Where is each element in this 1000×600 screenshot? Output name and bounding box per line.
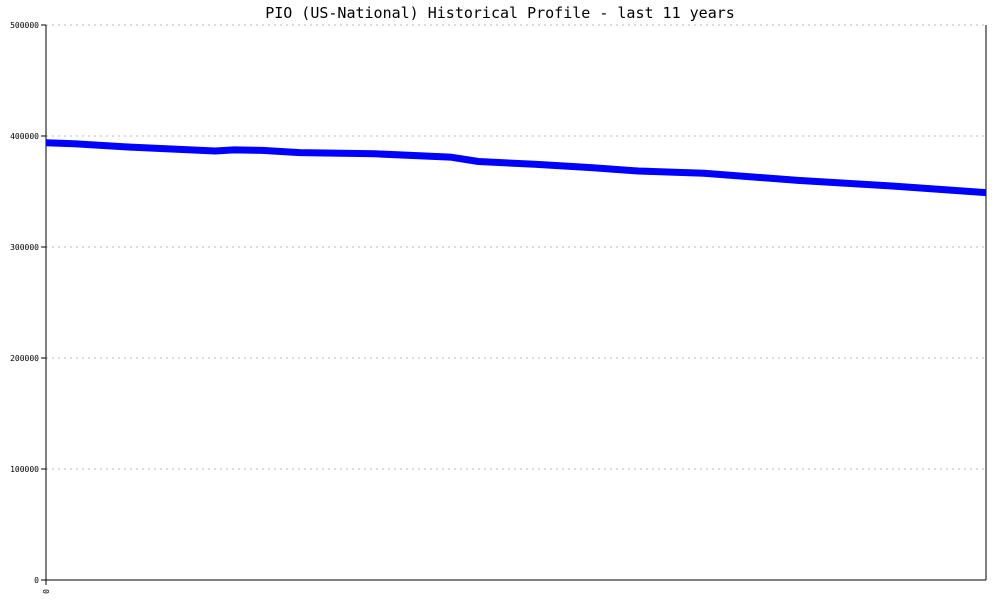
y-tick-label: 300000 [10, 243, 39, 252]
y-tick-label: 500000 [10, 21, 39, 30]
y-tick-label: 400000 [10, 132, 39, 141]
grid-layer [46, 24, 986, 470]
tick-labels-layer: 0 100000 200000 300000 400000 500000 0 [10, 21, 51, 594]
series-layer [45, 139, 987, 197]
y-tick-label: 100000 [10, 465, 39, 474]
chart-title: PIO (US-National) Historical Profile - l… [265, 4, 735, 22]
x-tick-label: 0 [42, 589, 51, 594]
y-tick-label: 0 [34, 576, 39, 585]
series-line [45, 139, 987, 197]
axes-layer [41, 24, 987, 585]
y-tick-label: 200000 [10, 354, 39, 363]
